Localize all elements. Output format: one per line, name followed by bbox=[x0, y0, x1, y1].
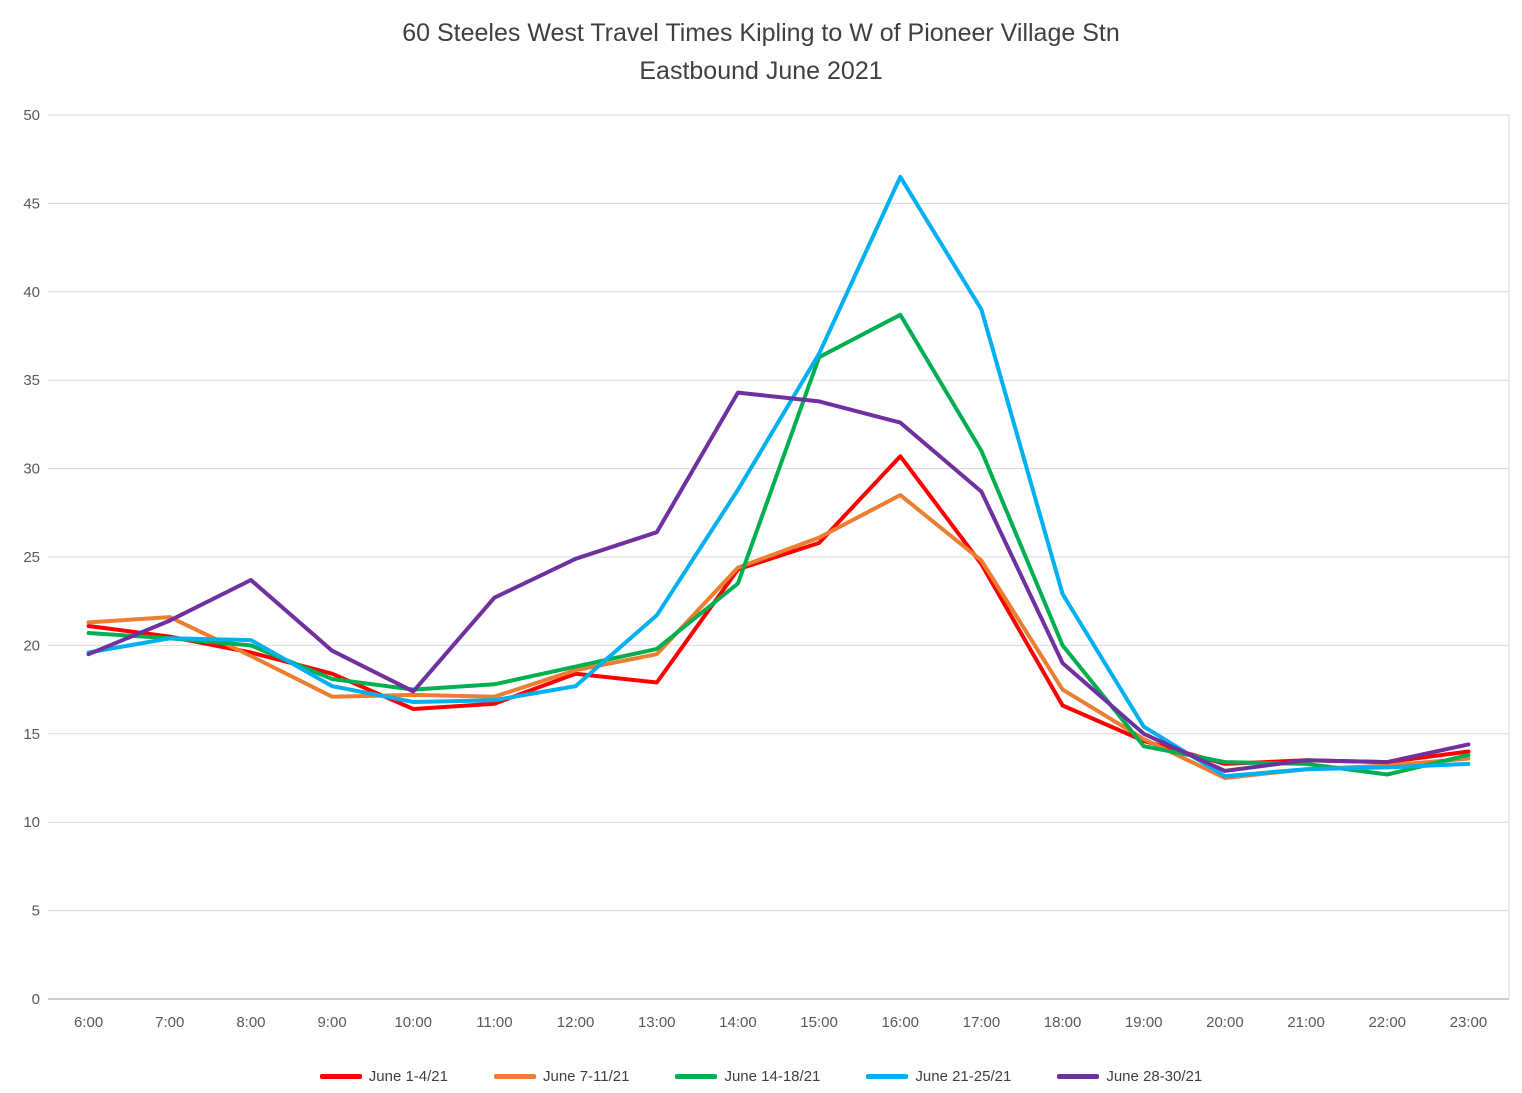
y-tick-label-0: 0 bbox=[32, 991, 40, 1008]
y-tick-label-35: 35 bbox=[23, 372, 40, 389]
y-tick-label-50: 50 bbox=[23, 107, 40, 124]
legend-swatch-june-7-11 bbox=[494, 1074, 536, 1079]
legend-swatch-june-21-25 bbox=[866, 1074, 909, 1079]
x-tick-label-9:00: 9:00 bbox=[317, 1014, 346, 1031]
x-tick-label-13:00: 13:00 bbox=[638, 1014, 676, 1031]
x-tick-label-7:00: 7:00 bbox=[155, 1014, 184, 1031]
y-tick-label-5: 5 bbox=[32, 903, 40, 920]
legend-item-june-14-18: June 14-18/21 bbox=[675, 1068, 820, 1085]
y-tick-label-15: 15 bbox=[23, 726, 40, 743]
x-tick-label-10:00: 10:00 bbox=[394, 1014, 432, 1031]
x-tick-label-14:00: 14:00 bbox=[719, 1014, 757, 1031]
x-tick-label-19:00: 19:00 bbox=[1125, 1014, 1163, 1031]
x-tick-label-11:00: 11:00 bbox=[476, 1014, 512, 1031]
x-tick-label-15:00: 15:00 bbox=[800, 1014, 838, 1031]
x-tick-label-17:00: 17:00 bbox=[963, 1014, 1001, 1031]
legend-item-june-1-4: June 1-4/21 bbox=[319, 1068, 448, 1085]
x-tick-label-22:00: 22:00 bbox=[1368, 1014, 1406, 1031]
x-tick-label-12:00: 12:00 bbox=[557, 1014, 595, 1031]
legend-label-june-21-25: June 21-25/21 bbox=[915, 1068, 1012, 1085]
chart-title: 60 Steeles West Travel Times Kipling to … bbox=[0, 14, 1522, 90]
chart-title-line2: Eastbound June 2021 bbox=[639, 57, 883, 85]
legend-label-june-14-18: June 14-18/21 bbox=[724, 1068, 821, 1085]
series-line-3 bbox=[86, 174, 1471, 779]
x-tick-label-18:00: 18:00 bbox=[1044, 1014, 1082, 1031]
legend-item-june-7-11: June 7-11/21 bbox=[494, 1068, 629, 1085]
series-line-0 bbox=[86, 454, 1471, 766]
y-tick-label-45: 45 bbox=[23, 195, 40, 212]
x-tick-label-21:00: 21:00 bbox=[1287, 1014, 1325, 1031]
y-tick-label-40: 40 bbox=[23, 284, 40, 301]
legend-label-june-1-4: June 1-4/21 bbox=[368, 1068, 448, 1085]
y-tick-label-30: 30 bbox=[23, 461, 40, 478]
legend-item-june-21-25: June 21-25/21 bbox=[866, 1068, 1011, 1085]
series-line-1 bbox=[86, 493, 1471, 780]
series-line-2 bbox=[86, 312, 1471, 777]
legend-swatch-june-28-30 bbox=[1057, 1074, 1100, 1079]
x-tick-label-6:00: 6:00 bbox=[74, 1014, 103, 1031]
legend-item-june-28-30: June 28-30/21 bbox=[1057, 1068, 1202, 1085]
y-tick-label-25: 25 bbox=[23, 549, 40, 566]
legend-swatch-june-1-4 bbox=[319, 1074, 362, 1079]
y-tick-label-20: 20 bbox=[23, 637, 40, 654]
x-tick-label-16:00: 16:00 bbox=[881, 1014, 919, 1031]
legend-swatch-june-14-18 bbox=[675, 1074, 718, 1079]
chart-title-line1: 60 Steeles West Travel Times Kipling to … bbox=[402, 19, 1120, 47]
chart-legend: June 1-4/21 June 7-11/21 June 14-18/21 J… bbox=[0, 1068, 1522, 1085]
series-line-4 bbox=[86, 390, 1471, 773]
x-tick-label-20:00: 20:00 bbox=[1206, 1014, 1244, 1031]
legend-label-june-28-30: June 28-30/21 bbox=[1106, 1068, 1203, 1085]
x-tick-label-23:00: 23:00 bbox=[1450, 1014, 1488, 1031]
y-tick-label-10: 10 bbox=[23, 814, 40, 831]
x-tick-label-8:00: 8:00 bbox=[236, 1014, 265, 1031]
legend-label-june-7-11: June 7-11/21 bbox=[543, 1068, 630, 1085]
